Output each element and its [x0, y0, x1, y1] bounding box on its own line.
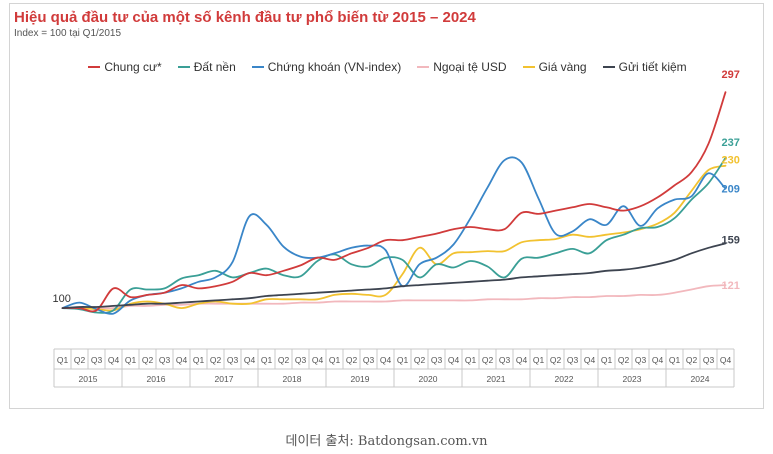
legend-item[interactable]: Gửi tiết kiệm — [602, 60, 687, 74]
x-tick-label-quarter: Q3 — [635, 355, 647, 365]
x-tick-label-quarter: Q2 — [210, 355, 222, 365]
x-tick-label-quarter: Q1 — [533, 355, 545, 365]
x-tick-label-quarter: Q3 — [227, 355, 239, 365]
x-tick-label-quarter: Q1 — [193, 355, 205, 365]
x-tick-label-year: 2015 — [79, 374, 98, 384]
x-tick-label-quarter: Q1 — [125, 355, 137, 365]
x-tick-label-quarter: Q1 — [601, 355, 613, 365]
x-tick-label-quarter: Q1 — [465, 355, 477, 365]
legend-label: Đất nền — [193, 60, 236, 74]
x-tick-label-quarter: Q1 — [397, 355, 409, 365]
x-tick-label-quarter: Q4 — [312, 355, 324, 365]
x-tick-label-quarter: Q2 — [346, 355, 358, 365]
legend-label: Giá vàng — [538, 60, 587, 74]
x-tick-label-quarter: Q1 — [669, 355, 681, 365]
end-value-label: 230 — [722, 155, 740, 167]
x-tick-label-quarter: Q3 — [159, 355, 171, 365]
legend-swatch — [88, 66, 101, 68]
legend-label: Ngoại tệ USD — [433, 60, 507, 74]
x-tick-label-quarter: Q3 — [499, 355, 511, 365]
series-line — [61, 156, 727, 315]
x-tick-label-quarter: Q3 — [363, 355, 375, 365]
end-value-label: 121 — [722, 280, 740, 292]
x-tick-label-year: 2019 — [351, 374, 370, 384]
series-line — [61, 157, 727, 314]
legend-swatch — [522, 66, 535, 68]
legend-item[interactable]: Chung cư* — [88, 60, 162, 74]
x-tick-label-year: 2020 — [419, 374, 438, 384]
x-tick-label-quarter: Q4 — [108, 355, 120, 365]
x-tick-label-quarter: Q4 — [448, 355, 460, 365]
x-tick-label-quarter: Q1 — [57, 355, 69, 365]
legend-item[interactable]: Chứng khoán (VN-index) — [251, 60, 402, 74]
x-tick-label-year: 2021 — [487, 374, 506, 384]
x-tick-label-quarter: Q4 — [176, 355, 188, 365]
x-tick-label-quarter: Q2 — [550, 355, 562, 365]
x-tick-label-quarter: Q1 — [261, 355, 273, 365]
x-tick-label-quarter: Q3 — [295, 355, 307, 365]
series-line — [61, 284, 727, 310]
line-chart: Q1 Q2 Q3 Q4 Q1 Q2 Q3 Q4 Q1 Q2 Q3 Q4 Q1 Q2 Q3 Q4 Q1 Q2 Q3 Q4… — [53, 69, 740, 388]
x-tick-label-quarter: Q2 — [618, 355, 630, 365]
x-tick-label-year: 2018 — [283, 374, 302, 384]
legend-item[interactable]: Ngoại tệ USD — [417, 60, 507, 74]
data-source-caption: 데이터 출처: Batdongsan.com.vn — [285, 434, 488, 449]
x-tick-label-quarter: Q4 — [584, 355, 596, 365]
x-tick-label-year: 2023 — [623, 374, 642, 384]
x-tick-label-quarter: Q4 — [380, 355, 392, 365]
end-value-label: 237 — [722, 137, 740, 149]
legend-label: Gửi tiết kiệm — [618, 60, 687, 74]
x-tick-label-quarter: Q2 — [74, 355, 86, 365]
legend-label: Chứng khoán (VN-index) — [267, 60, 402, 74]
chart-title: Hiệu quả đầu tư của một số kênh đầu tư p… — [14, 9, 476, 26]
legend-label: Chung cư* — [104, 60, 162, 74]
start-value-label: 100 — [53, 293, 71, 305]
legend-swatch — [417, 66, 430, 68]
chart-subtitle: Index = 100 tại Q1/2015 — [14, 28, 122, 39]
legend-swatch — [251, 66, 264, 68]
legend-swatch — [602, 66, 615, 68]
end-value-label: 159 — [722, 234, 740, 246]
x-tick-label-quarter: Q4 — [720, 355, 732, 365]
x-tick-label-quarter: Q4 — [516, 355, 528, 365]
series-line — [61, 164, 727, 312]
x-tick-label-year: 2016 — [147, 374, 166, 384]
end-value-label: 209 — [722, 184, 740, 196]
legend-item[interactable]: Giá vàng — [522, 60, 587, 74]
x-tick-label-quarter: Q2 — [142, 355, 154, 365]
x-tick-label-quarter: Q2 — [686, 355, 698, 365]
chart-frame: Hiệu quả đầu tư của một số kênh đầu tư p… — [9, 3, 764, 409]
x-tick-label-year: 2017 — [215, 374, 234, 384]
x-tick-label-year: 2024 — [691, 374, 710, 384]
x-tick-label-quarter: Q2 — [482, 355, 494, 365]
chart-legend: Chung cư* Đất nền Chứng khoán (VN-index) Ng… — [10, 60, 765, 74]
end-value-label: 297 — [722, 69, 740, 81]
legend-swatch — [177, 66, 190, 68]
x-tick-label-quarter: Q1 — [329, 355, 341, 365]
x-tick-label-quarter: Q2 — [414, 355, 426, 365]
x-tick-label-quarter: Q3 — [431, 355, 443, 365]
x-tick-label-quarter: Q4 — [244, 355, 256, 365]
x-tick-label-quarter: Q2 — [278, 355, 290, 365]
series-line — [61, 242, 727, 309]
series-line — [61, 91, 727, 313]
legend-item[interactable]: Đất nền — [177, 60, 236, 74]
x-tick-label-quarter: Q3 — [567, 355, 579, 365]
x-tick-label-quarter: Q4 — [652, 355, 664, 365]
x-tick-label-quarter: Q3 — [703, 355, 715, 365]
x-tick-label-year: 2022 — [555, 374, 574, 384]
x-tick-label-quarter: Q3 — [91, 355, 103, 365]
